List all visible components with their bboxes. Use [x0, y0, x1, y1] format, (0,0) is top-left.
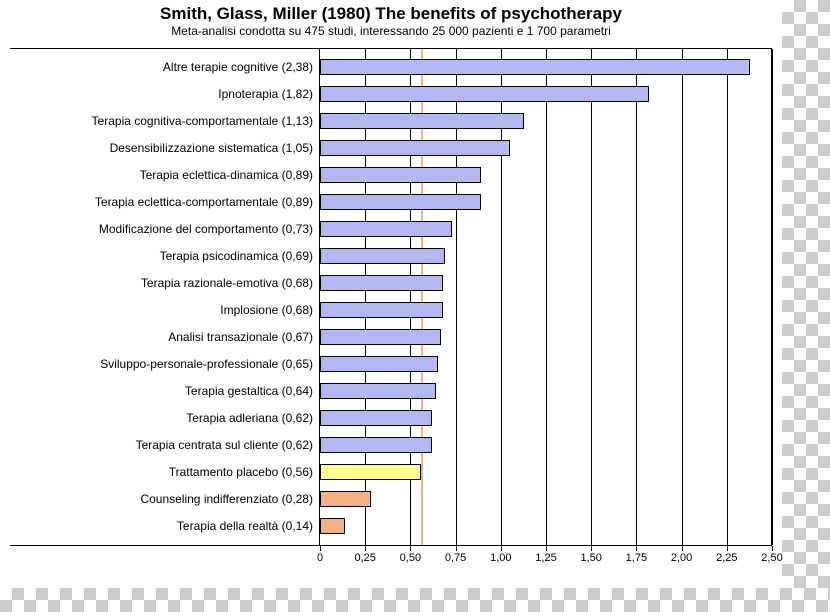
bar	[320, 464, 421, 480]
x-tick	[501, 546, 502, 551]
gridline	[591, 49, 592, 545]
bar-label: Terapia eclettica-dinamica (0,89)	[140, 169, 313, 181]
x-tick	[365, 546, 366, 551]
bar	[320, 113, 524, 129]
x-tick	[320, 546, 321, 551]
bar-label: Terapia centrata sul cliente (0,62)	[136, 439, 313, 451]
x-tick-label: 0,75	[445, 552, 466, 564]
bar	[320, 167, 481, 183]
bar	[320, 275, 443, 291]
bar-label: Terapia della realtà (0,14)	[177, 520, 313, 532]
bar	[320, 356, 438, 372]
bar-label: Terapia eclettica-comportamentale (0,89)	[95, 196, 313, 208]
transparency-checker-bottom	[0, 588, 830, 612]
x-tick	[591, 546, 592, 551]
bar	[320, 518, 345, 534]
transparency-checker-right	[782, 0, 830, 612]
x-tick-label: 1,50	[580, 552, 601, 564]
x-tick-label: 2,50	[761, 552, 782, 564]
bar-label: Sviluppo-personale-professionale (0,65)	[100, 358, 313, 370]
x-tick	[546, 546, 547, 551]
x-tick	[456, 546, 457, 551]
bar-label: Ipnoterapia (1,82)	[218, 88, 313, 100]
x-tick	[410, 546, 411, 551]
chart-title: Smith, Glass, Miller (1980) The benefits…	[0, 0, 782, 24]
x-tick-label: 2,00	[671, 552, 692, 564]
bar	[320, 59, 750, 75]
bar	[320, 194, 481, 210]
x-tick	[727, 546, 728, 551]
y-axis-labels: Altre terapie cognitive (2,38) Ipnoterapi…	[10, 48, 320, 546]
gridline	[772, 49, 773, 545]
bar-label: Desensibilizzazione sistematica (1,05)	[110, 142, 313, 154]
x-tick-label: 2,25	[716, 552, 737, 564]
x-tick-label: 1,00	[490, 552, 511, 564]
x-axis: 00,250,500,751,001,251,501,752,002,252,5…	[320, 546, 772, 570]
bar-label: Altre terapie cognitive (2,38)	[163, 61, 313, 73]
x-tick-label: 0,25	[354, 552, 375, 564]
x-tick	[682, 546, 683, 551]
chart-container: Smith, Glass, Miller (1980) The benefits…	[0, 0, 782, 588]
bar	[320, 221, 452, 237]
bar	[320, 86, 649, 102]
bar-label: Terapia psicodinamica (0,69)	[160, 250, 313, 262]
x-tick-label: 0,50	[400, 552, 421, 564]
bar	[320, 491, 371, 507]
bar	[320, 437, 432, 453]
bars-area	[320, 48, 772, 546]
gridline	[727, 49, 728, 545]
bar	[320, 383, 436, 399]
bar-label: Counseling indifferenziato (0,28)	[140, 493, 313, 505]
bar-label: Terapia adleriana (0,62)	[186, 412, 313, 424]
x-tick	[636, 546, 637, 551]
bar-label: Terapia cognitiva-comportamentale (1,13)	[92, 115, 313, 127]
chart-subtitle: Meta-analisi condotta su 475 studi, inte…	[0, 24, 782, 38]
bar	[320, 248, 445, 264]
bar-label: Implosione (0,68)	[220, 304, 313, 316]
bar-label: Terapia razionale-emotiva (0,68)	[141, 277, 313, 289]
bar-label: Modificazione del comportamento (0,73)	[99, 223, 313, 235]
gridline	[682, 49, 683, 545]
gridline	[546, 49, 547, 545]
bar-label: Terapia gestaltica (0,64)	[185, 385, 313, 397]
x-tick-label: 1,25	[535, 552, 556, 564]
bar	[320, 410, 432, 426]
gridline	[636, 49, 637, 545]
bar	[320, 140, 510, 156]
x-tick	[772, 546, 773, 551]
bar	[320, 329, 441, 345]
bar-label: Analisi transazionale (0,67)	[168, 331, 313, 343]
x-tick-label: 1,75	[626, 552, 647, 564]
x-tick-label: 0	[317, 552, 323, 564]
bar	[320, 302, 443, 318]
bar-label: Trattamento placebo (0,56)	[169, 466, 313, 478]
plot-area: Altre terapie cognitive (2,38) Ipnoterapi…	[10, 48, 772, 570]
